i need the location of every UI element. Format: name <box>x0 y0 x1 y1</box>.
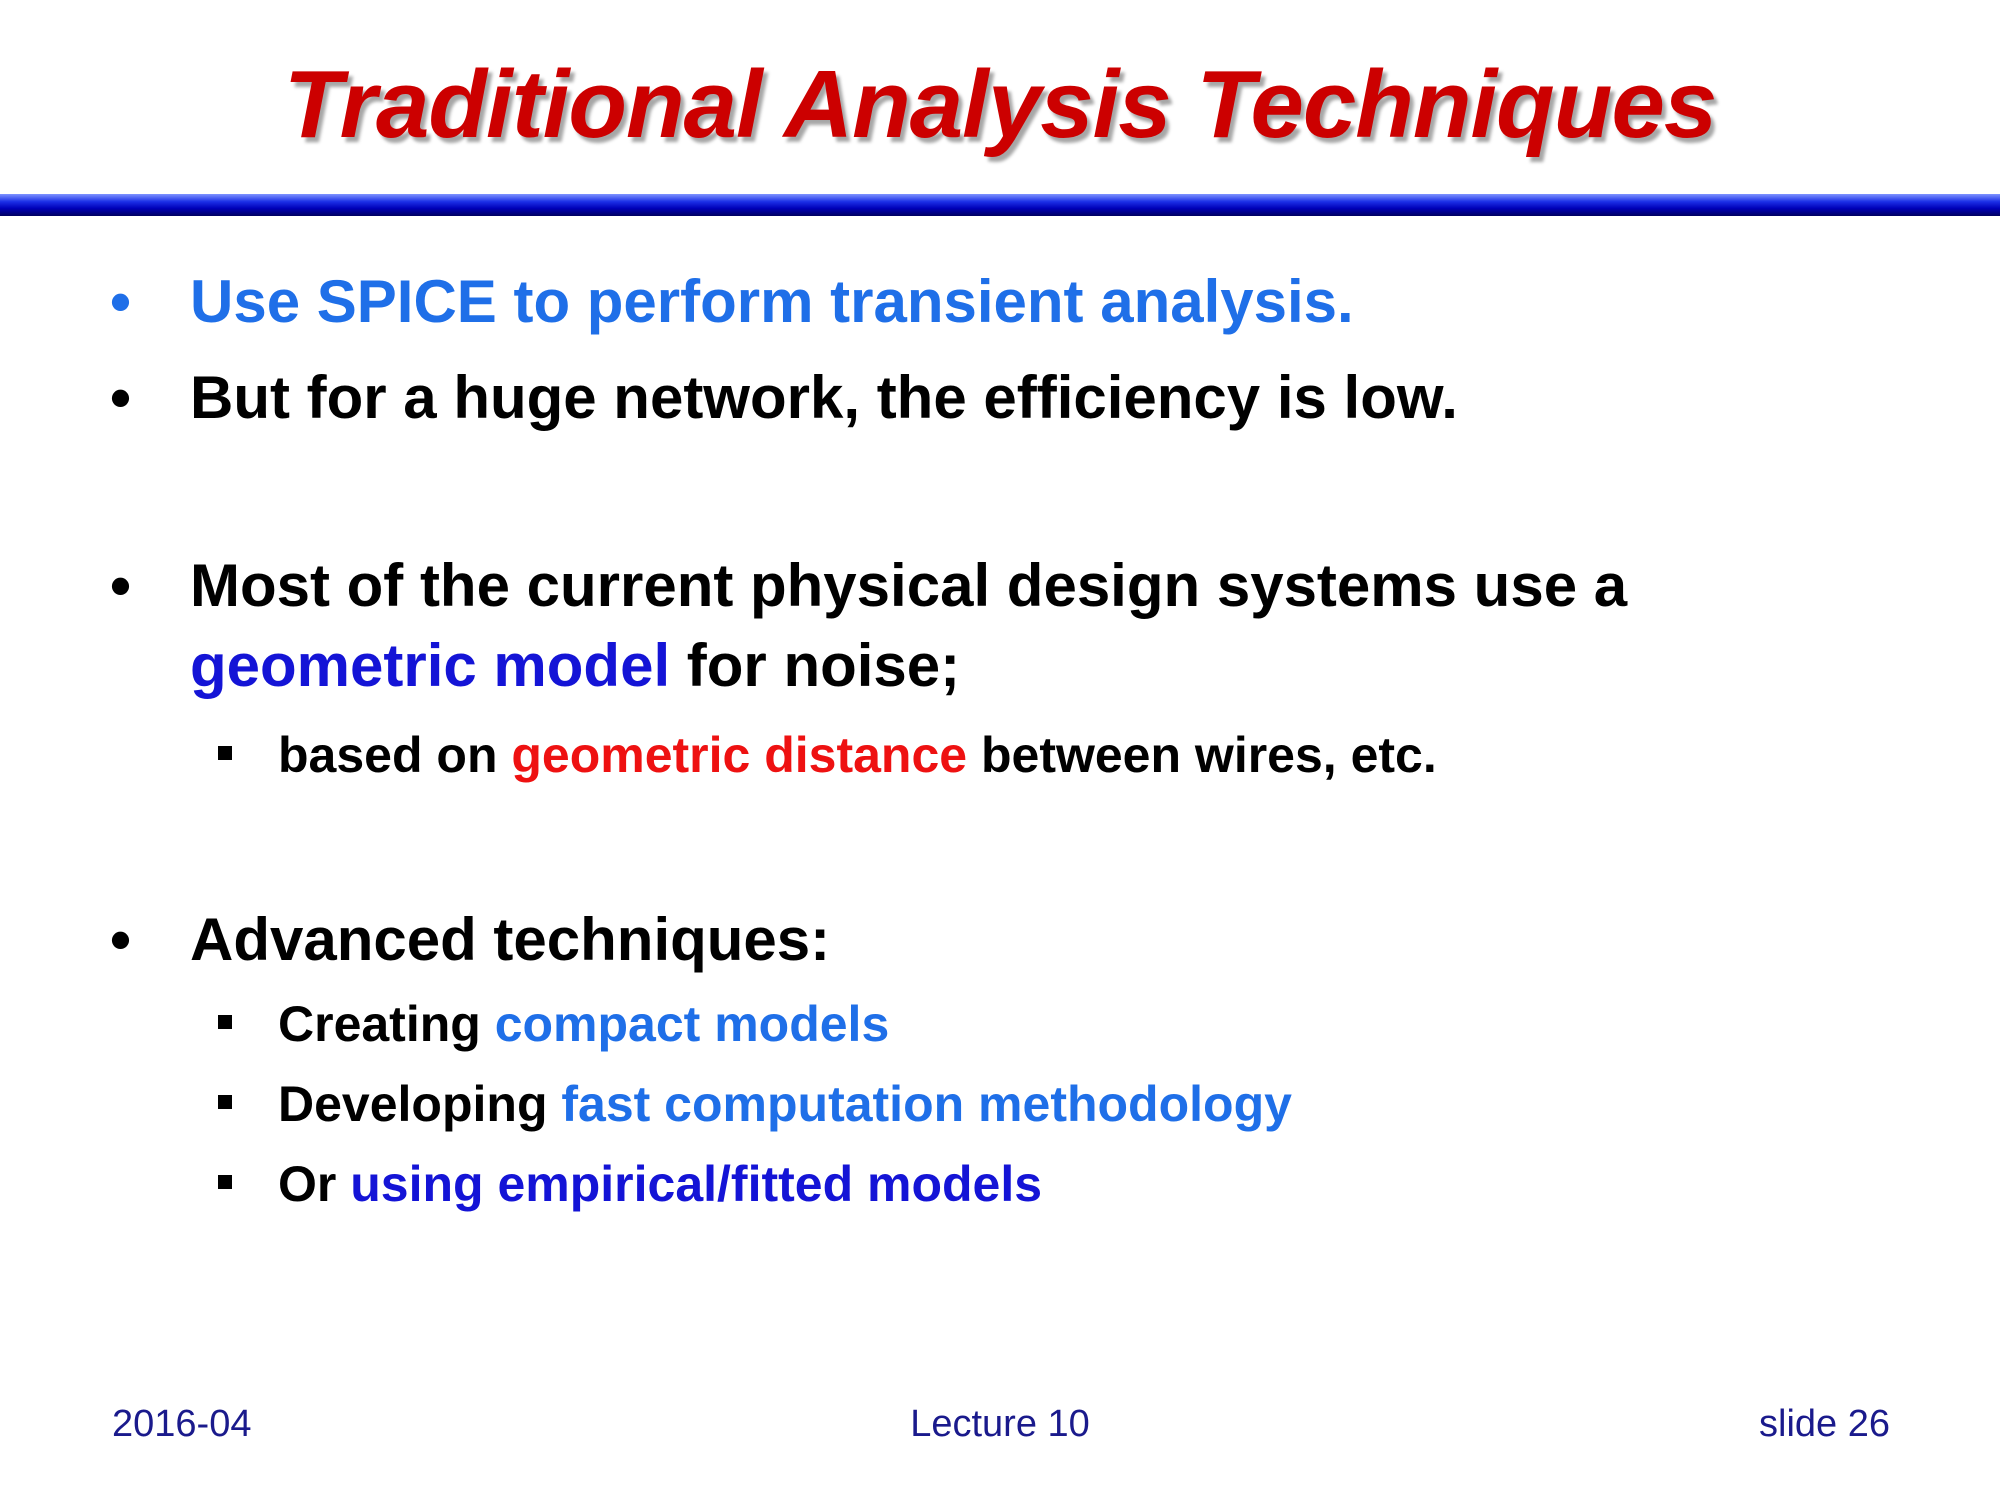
text-segment: Creating <box>278 996 495 1052</box>
text-segment: Or <box>278 1156 351 1212</box>
footer-slide-number: slide 26 <box>1759 1403 1890 1445</box>
bullet-text: Most of the current physical design syst… <box>190 546 1890 706</box>
sub-bullet-text: based on geometric distance between wire… <box>278 724 1878 786</box>
highlight-empirical-models: using empirical/fitted models <box>350 1156 1043 1212</box>
highlight-fast-computation: fast computation methodology <box>561 1076 1292 1132</box>
title-divider <box>0 194 2000 216</box>
square-bullet-icon <box>218 1175 232 1189</box>
square-bullet-icon <box>218 1095 232 1109</box>
text-segment: Developing <box>278 1076 562 1132</box>
sub-bullet-text: Creating compact models <box>278 993 1878 1055</box>
bullet-text: But for a huge network, the efficiency i… <box>190 364 1458 431</box>
highlight-compact-models: compact models <box>494 996 890 1052</box>
slide-title: Traditional Analysis Techniques <box>283 51 1717 158</box>
footer-date: 2016-04 <box>112 1403 252 1445</box>
footer-lecture: Lecture 10 <box>910 1403 1090 1445</box>
bullet-line-rest: for noise; <box>670 632 961 699</box>
bullet-line: Most of the current physical design syst… <box>190 552 1628 619</box>
bullet-dot: • <box>110 268 132 335</box>
square-bullet-icon <box>218 1015 232 1029</box>
highlight-geometric-model: geometric model <box>190 632 671 699</box>
bullet-text: Advanced techniques: <box>190 906 831 973</box>
bullet-dot: • <box>110 906 132 973</box>
bullet-dot: • <box>110 552 132 619</box>
sub-bullet-text: Developing fast computation methodology <box>278 1073 1878 1135</box>
sub-bullet-text: Or using empirical/fitted models <box>278 1153 1878 1215</box>
bullet-text: Use SPICE to perform transient analysis. <box>190 268 1354 335</box>
square-bullet-icon <box>218 746 232 760</box>
text-segment: between wires, etc. <box>967 727 1437 783</box>
highlight-geometric-distance: geometric distance <box>511 727 968 783</box>
text-segment: based on <box>278 727 512 783</box>
bullet-dot: • <box>110 364 132 431</box>
